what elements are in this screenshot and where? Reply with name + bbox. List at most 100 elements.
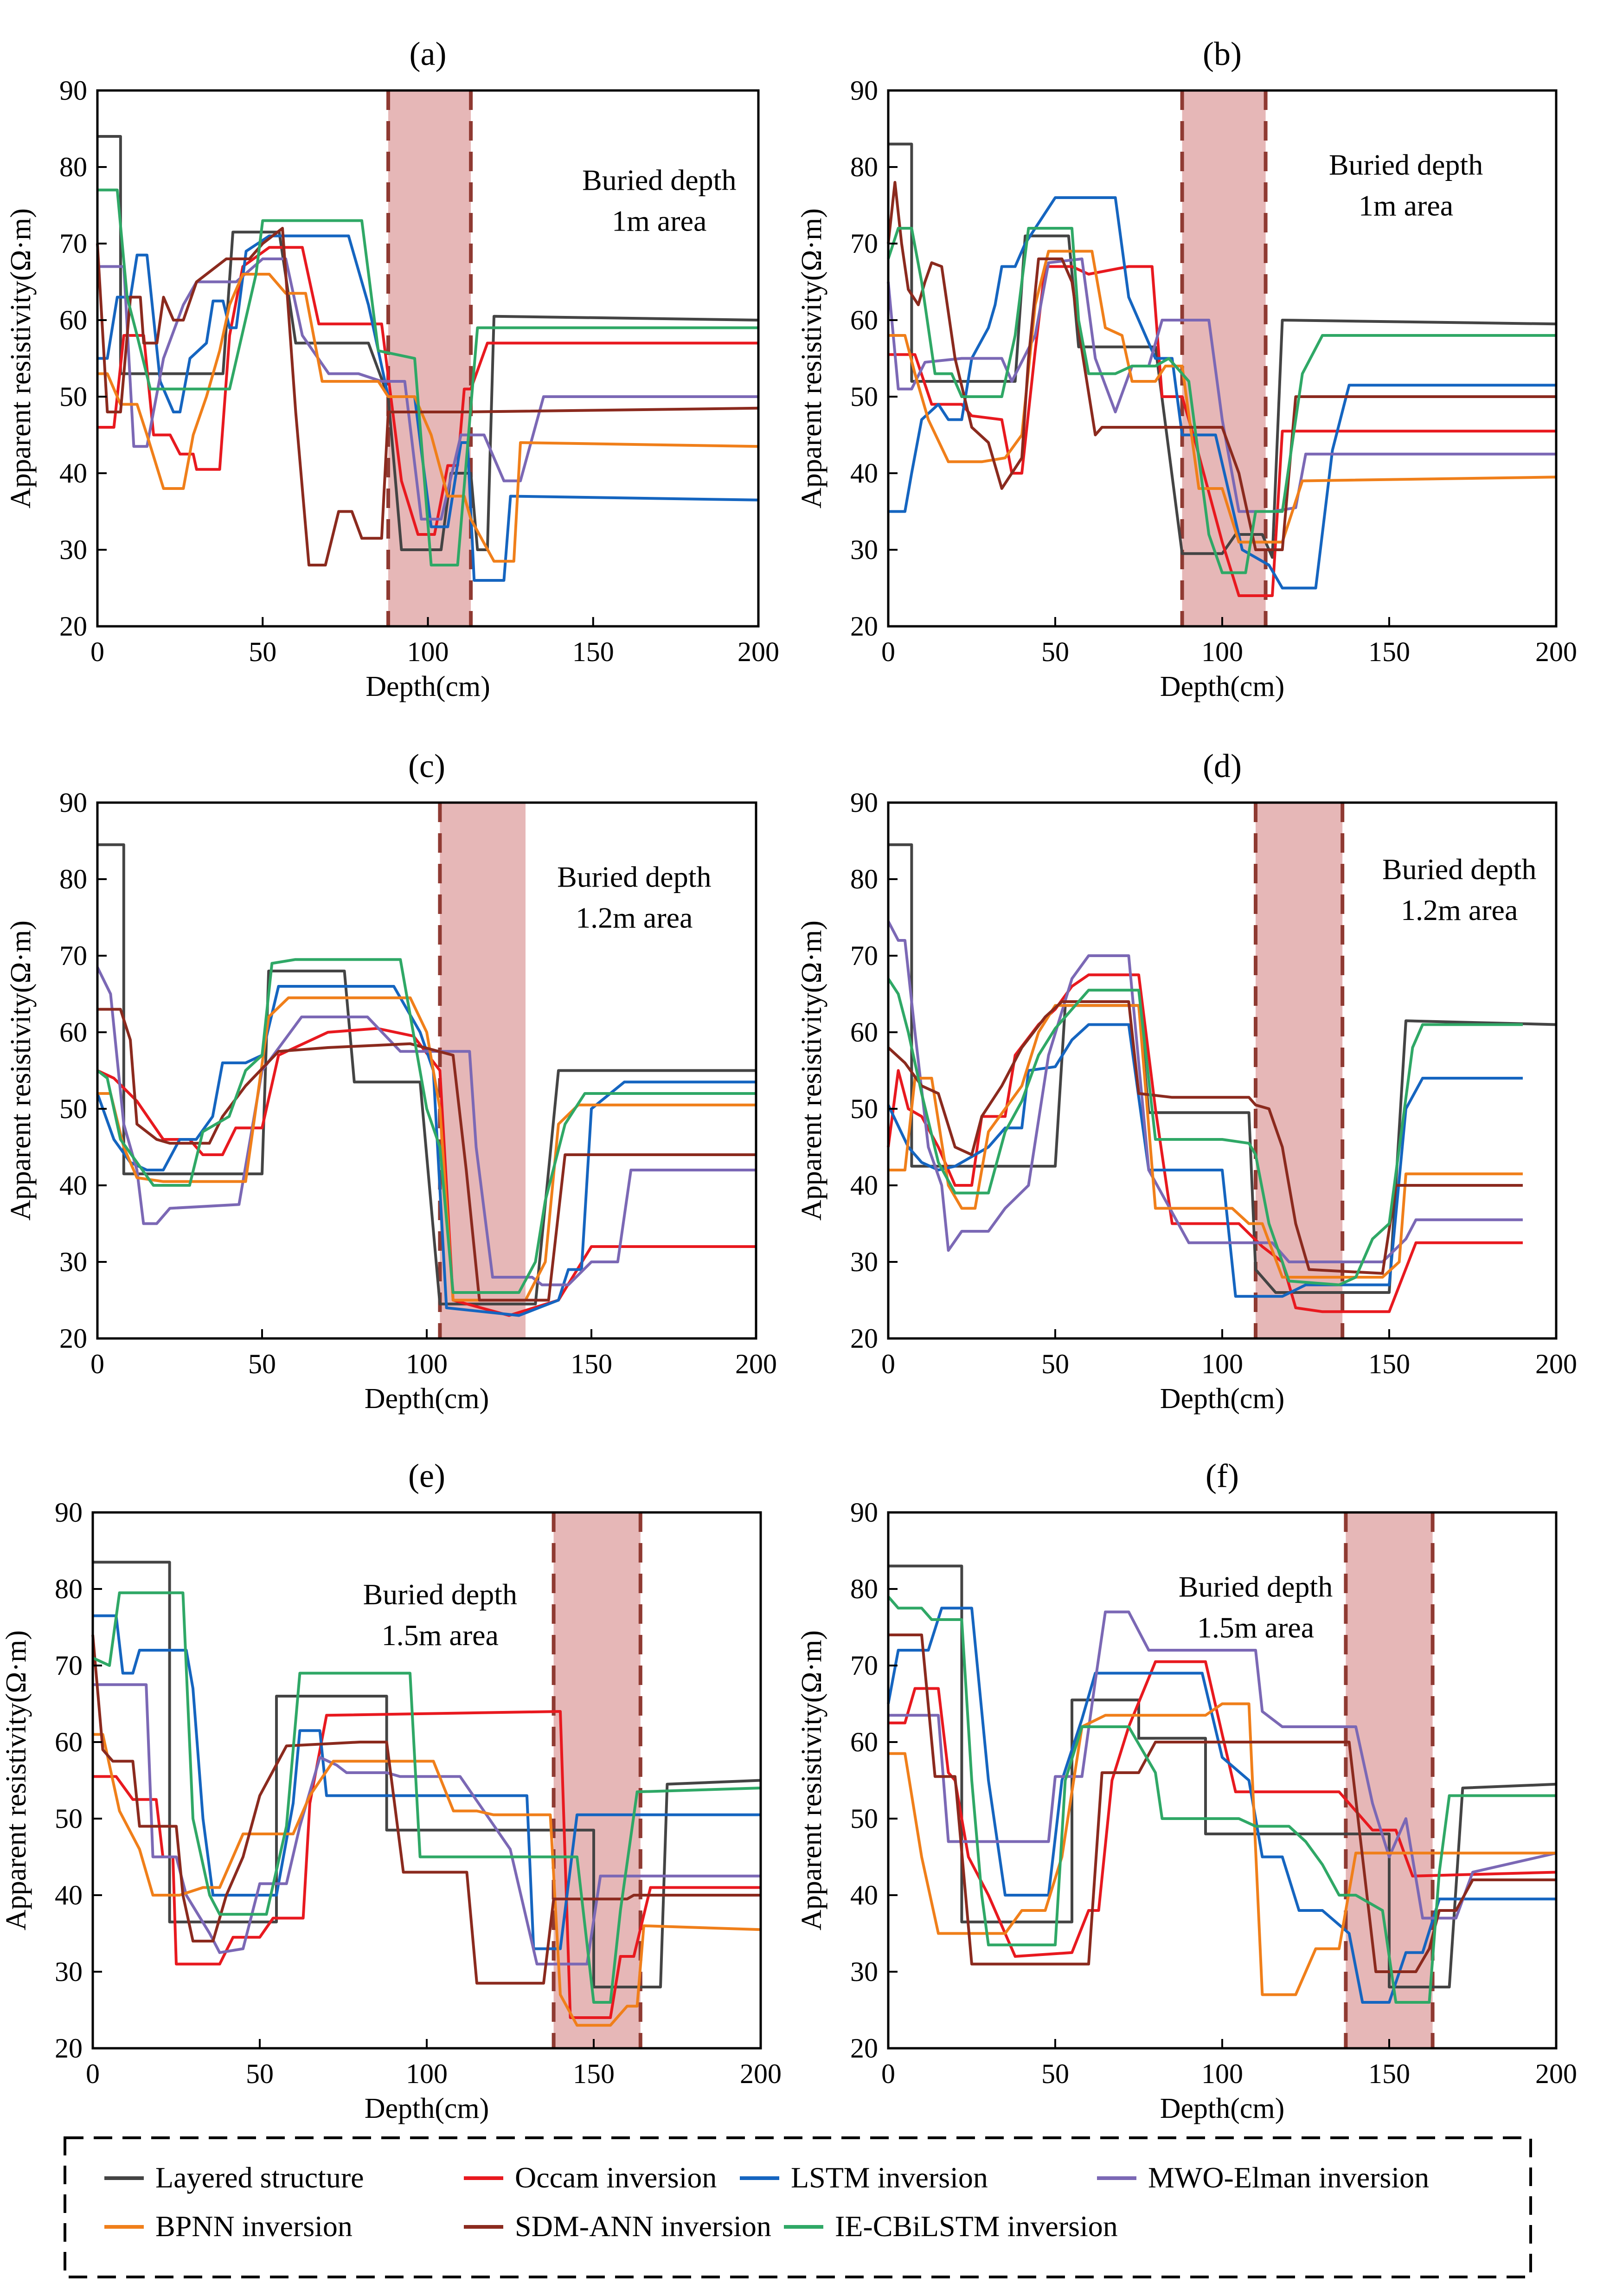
y-tick-label: 60 [59, 305, 87, 335]
x-tick-label: 200 [735, 1349, 777, 1379]
y-tick-label: 70 [55, 1650, 83, 1681]
x-tick-label: 50 [246, 2058, 274, 2089]
y-tick-label: 40 [850, 1170, 878, 1201]
y-tick-label: 70 [850, 940, 878, 971]
x-axis-label: Depth(cm) [1160, 1383, 1285, 1415]
x-tick-label: 100 [407, 637, 449, 667]
panel-label: (b) [1203, 35, 1242, 72]
y-axis-label: Apparent resistivity(Ω·m) [5, 920, 37, 1221]
annotation-text: 1.5m area [1197, 1611, 1314, 1644]
y-tick-label: 90 [59, 75, 87, 106]
x-tick-label: 200 [740, 2058, 782, 2089]
panel-label: (f) [1206, 1457, 1239, 1494]
x-tick-label: 100 [1201, 637, 1243, 667]
series-line [91, 1634, 761, 1985]
series-line [888, 1564, 1557, 1988]
legend-border [64, 2136, 1532, 2278]
y-tick-label: 80 [850, 864, 878, 894]
annotation-text: 1.2m area [1401, 894, 1518, 926]
x-axis-label: Depth(cm) [1160, 671, 1285, 702]
annotation-text: 1.2m area [576, 901, 693, 934]
y-tick-label: 30 [59, 1247, 87, 1277]
series-line [887, 1000, 1523, 1275]
annotation-text: Buried depth [1382, 853, 1536, 886]
series-line [93, 1733, 761, 2027]
buried-depth-band [553, 1512, 641, 2048]
x-axis-label: Depth(cm) [365, 2093, 489, 2124]
x-tick-label: 150 [572, 637, 614, 667]
series-line [887, 181, 1556, 551]
y-tick-label: 30 [850, 1247, 878, 1277]
y-tick-label: 20 [59, 1323, 87, 1354]
annotation-text: 1m area [612, 205, 706, 238]
series-line [887, 227, 1556, 574]
series-line [888, 196, 1556, 590]
y-tick-label: 20 [850, 2033, 878, 2064]
series-line [97, 257, 758, 521]
panels-group: (a)0 50 100 150 2002030405060708090Depth(cm)… [0, 35, 1577, 2124]
x-tick-label: 0 [90, 1349, 104, 1379]
x-tick-label: 100 [1201, 1349, 1243, 1379]
y-tick-label: 50 [850, 1093, 878, 1124]
series-line [888, 1004, 1523, 1279]
buried-depth-band [440, 803, 526, 1338]
y-tick-label: 90 [850, 75, 878, 106]
panel-label: (d) [1203, 747, 1242, 785]
x-axis-label: Depth(cm) [366, 671, 490, 702]
series-line [888, 1660, 1557, 1958]
panel-label: (e) [408, 1457, 445, 1494]
series-line [97, 188, 758, 566]
y-tick-label: 20 [850, 1323, 878, 1354]
x-tick-label: 100 [1201, 2058, 1243, 2089]
y-tick-label: 70 [59, 940, 87, 971]
series-line [97, 1008, 756, 1302]
series-line [93, 1561, 761, 1988]
x-tick-label: 100 [406, 1349, 448, 1379]
y-tick-label: 60 [55, 1727, 83, 1757]
y-tick-label: 50 [59, 1093, 87, 1124]
y-axis-label: Apparent resistivity(Ω·m) [5, 208, 37, 508]
x-tick-label: 50 [1041, 637, 1069, 667]
x-tick-label: 150 [1368, 1349, 1410, 1379]
series-line [888, 1702, 1556, 1996]
y-axis-label: Apparent resistivity(Ω·m) [796, 920, 827, 1221]
y-axis-label: Apparent resistivity(Ω·m) [796, 208, 827, 508]
y-tick-label: 50 [55, 1803, 83, 1834]
x-tick-label: 200 [1535, 2058, 1577, 2089]
y-tick-label: 80 [59, 864, 87, 894]
series-line [887, 978, 1523, 1286]
chart-panel: (d) 0 50 100 150 200 20 30 40 50 60 70 80 90 Depth(cm)… [796, 747, 1577, 1415]
y-axis-label: Apparent resistivity(Ω·m) [0, 1630, 32, 1930]
y-tick-label: 50 [59, 381, 87, 412]
y-tick-label: 20 [55, 2033, 83, 2064]
y-tick-label: 30 [59, 534, 87, 565]
y-tick-label: 90 [55, 1497, 83, 1528]
series-line [888, 1610, 1557, 1920]
y-tick-label: 40 [59, 458, 87, 489]
x-tick-label: 150 [573, 2058, 615, 2089]
x-tick-label: 50 [248, 1349, 276, 1379]
series-line [92, 1591, 761, 2004]
annotation-text: Buried depth [1179, 1570, 1333, 1603]
y-tick-label: 20 [59, 611, 87, 642]
legend-label: MWO-Elman inversion [1148, 2161, 1429, 2194]
x-tick-label: 0 [881, 1349, 895, 1379]
chart-panel: (f) 0 50 100 150 200 20 30 40 50 60 70 80 90 Depth(cm)… [796, 1457, 1577, 2124]
annotation-text: 1.5m area [382, 1619, 499, 1652]
y-tick-label: 90 [59, 787, 87, 818]
y-tick-label: 60 [850, 305, 878, 335]
y-tick-label: 30 [55, 1956, 83, 1987]
y-axis-label: Apparent resistivity(Ω·m) [796, 1630, 827, 1930]
series-line [97, 234, 759, 582]
y-tick-label: 40 [55, 1880, 83, 1910]
x-tick-label: 0 [86, 2058, 100, 2089]
x-tick-label: 150 [1368, 2058, 1410, 2089]
legend-label: IE-CBiLSTM inversion [835, 2210, 1118, 2243]
x-tick-label: 200 [1535, 637, 1577, 667]
y-tick-label: 90 [850, 1497, 878, 1528]
y-tick-label: 70 [850, 1650, 878, 1681]
chart-panel: (e) 0 50 100 150 200 20 30 40 50 60 70 80 90 Depth(cm)… [0, 1457, 782, 2124]
x-tick-label: 200 [738, 637, 779, 667]
series-line [97, 996, 756, 1302]
